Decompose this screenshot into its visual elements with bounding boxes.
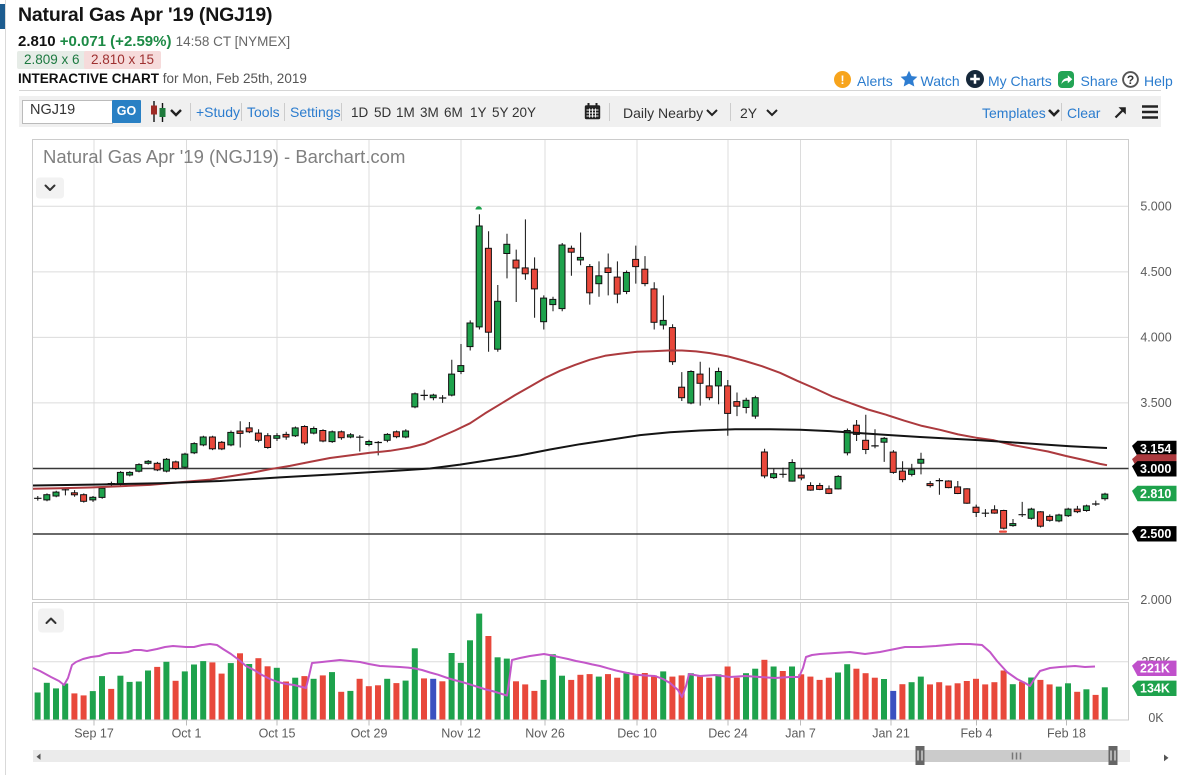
svg-text:!: !	[840, 73, 844, 87]
svg-text:2.810: 2.810	[1140, 487, 1171, 501]
svg-text:4.500: 4.500	[1140, 265, 1171, 279]
svg-text:3.000: 3.000	[1140, 462, 1171, 476]
svg-text:Oct 29: Oct 29	[351, 727, 388, 741]
svg-text:Feb 18: Feb 18	[1047, 727, 1086, 741]
svg-text:Feb 4: Feb 4	[961, 727, 993, 741]
svg-text:3.500: 3.500	[1140, 396, 1171, 410]
svg-text:Dec 10: Dec 10	[617, 727, 657, 741]
svg-text:Nov 12: Nov 12	[441, 727, 481, 741]
svg-text:Oct 1: Oct 1	[172, 727, 202, 741]
svg-text:Jan 7: Jan 7	[785, 727, 816, 741]
svg-text:Jan 21: Jan 21	[872, 727, 910, 741]
svg-text:0K: 0K	[1148, 711, 1164, 725]
svg-text:221K: 221K	[1140, 662, 1170, 676]
svg-text:2.500: 2.500	[1140, 527, 1171, 541]
svg-text:3.154: 3.154	[1140, 442, 1171, 456]
svg-text:?: ?	[1127, 73, 1134, 87]
svg-text:4.000: 4.000	[1140, 331, 1171, 345]
svg-text:134K: 134K	[1140, 682, 1170, 696]
svg-text:Sep 17: Sep 17	[74, 727, 114, 741]
svg-text:2.000: 2.000	[1140, 593, 1171, 607]
svg-text:Oct 15: Oct 15	[259, 727, 296, 741]
svg-text:Natural Gas Apr '19 (NGJ19) -: Natural Gas Apr '19 (NGJ19) - Barchart.c…	[43, 146, 405, 167]
svg-text:5.000: 5.000	[1140, 200, 1171, 214]
svg-text:Nov 26: Nov 26	[525, 727, 565, 741]
svg-text:Dec 24: Dec 24	[708, 727, 748, 741]
